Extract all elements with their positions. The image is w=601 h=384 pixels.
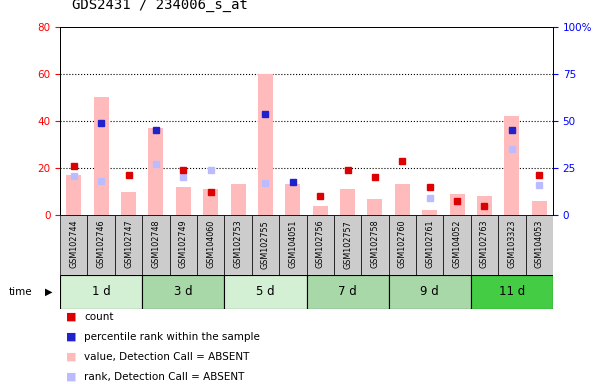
Text: GSM102756: GSM102756 [316, 220, 325, 268]
Bar [142, 275, 224, 309]
Bar [334, 215, 361, 275]
Text: GSM102755: GSM102755 [261, 220, 270, 268]
Bar [307, 215, 334, 275]
Bar [224, 215, 252, 275]
Text: GSM102761: GSM102761 [426, 220, 434, 268]
Text: 3 d: 3 d [174, 285, 192, 298]
Text: ■: ■ [66, 352, 76, 362]
Bar [279, 215, 307, 275]
Bar [471, 215, 498, 275]
Text: GSM102760: GSM102760 [398, 220, 407, 268]
Bar [307, 275, 389, 309]
Bar [252, 215, 279, 275]
Text: GSM102753: GSM102753 [234, 220, 243, 268]
Bar [285, 184, 300, 215]
Bar [361, 215, 389, 275]
Text: value, Detection Call = ABSENT: value, Detection Call = ABSENT [84, 352, 249, 362]
Bar [224, 275, 307, 309]
Bar [66, 175, 81, 215]
Text: ▶: ▶ [45, 287, 52, 297]
Bar [525, 215, 553, 275]
Bar [94, 98, 109, 215]
Text: GSM104052: GSM104052 [453, 220, 462, 268]
Text: GSM102758: GSM102758 [370, 220, 379, 268]
Text: time: time [9, 287, 32, 297]
Bar [231, 184, 246, 215]
Bar [60, 275, 142, 309]
Bar [395, 184, 410, 215]
Bar [142, 215, 169, 275]
Text: ■: ■ [66, 312, 76, 322]
Bar [389, 215, 416, 275]
Bar [422, 210, 438, 215]
Text: ■: ■ [66, 372, 76, 382]
Bar [175, 187, 191, 215]
Bar [197, 215, 224, 275]
Text: 9 d: 9 d [420, 285, 439, 298]
Text: 11 d: 11 d [499, 285, 525, 298]
Bar [450, 194, 465, 215]
Bar [471, 275, 553, 309]
Text: 5 d: 5 d [256, 285, 275, 298]
Text: GSM104053: GSM104053 [535, 220, 544, 268]
Bar [477, 196, 492, 215]
Text: GSM103323: GSM103323 [507, 220, 516, 268]
Bar [389, 275, 471, 309]
Text: GSM102744: GSM102744 [69, 220, 78, 268]
Bar [169, 215, 197, 275]
Bar [121, 192, 136, 215]
Text: count: count [84, 312, 114, 322]
Bar [258, 74, 273, 215]
Text: GSM102757: GSM102757 [343, 220, 352, 268]
Bar [88, 215, 115, 275]
Text: GSM104051: GSM104051 [288, 220, 297, 268]
Text: GSM104060: GSM104060 [206, 220, 215, 268]
Text: ■: ■ [66, 332, 76, 342]
Text: rank, Detection Call = ABSENT: rank, Detection Call = ABSENT [84, 372, 245, 382]
Bar [313, 206, 328, 215]
Text: GSM102763: GSM102763 [480, 220, 489, 268]
Text: 1 d: 1 d [92, 285, 111, 298]
Text: GDS2431 / 234006_s_at: GDS2431 / 234006_s_at [72, 0, 248, 12]
Text: GSM102747: GSM102747 [124, 220, 133, 268]
Bar [203, 189, 218, 215]
Bar [532, 201, 547, 215]
Bar [60, 215, 88, 275]
Text: GSM102748: GSM102748 [151, 220, 160, 268]
Text: 7 d: 7 d [338, 285, 357, 298]
Bar [504, 116, 519, 215]
Bar [148, 128, 163, 215]
Bar [115, 215, 142, 275]
Bar [340, 189, 355, 215]
Bar [444, 215, 471, 275]
Text: GSM102746: GSM102746 [97, 220, 106, 268]
Text: percentile rank within the sample: percentile rank within the sample [84, 332, 260, 342]
Text: GSM102749: GSM102749 [179, 220, 188, 268]
Bar [498, 215, 525, 275]
Bar [367, 199, 382, 215]
Bar [416, 215, 444, 275]
